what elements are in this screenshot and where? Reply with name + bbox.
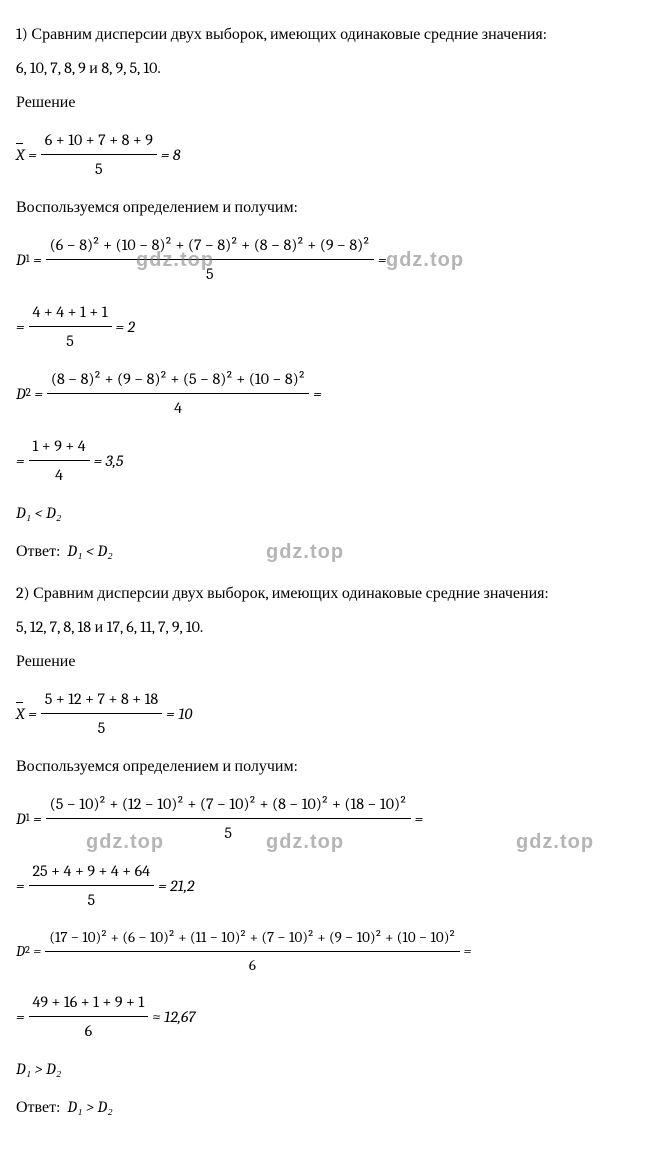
xbar-den: 5 — [91, 155, 107, 181]
d1-num: (5 − 10)² + (12 − 10)² + (7 − 10)² + (8 … — [46, 792, 411, 819]
problem1-d2-formula: D2 = (8 − 8)² + (9 − 8)² + (5 − 8)² + (1… — [16, 367, 634, 420]
problem2-answer: Ответ: D₁ > D₂ — [16, 1095, 634, 1119]
answer-value: D₁ < D₂ — [67, 542, 112, 560]
problem1-answer: Ответ: D₁ < D₂ gdz.top — [16, 539, 634, 563]
d2-num: (8 − 8)² + (9 − 8)² + (5 − 8)² + (10 − 8… — [47, 367, 309, 394]
problem2-samples: 5, 12, 7, 8, 18 и 17, 6, 11, 7, 9, 10. — [16, 615, 634, 639]
d2-simpl-num: 1 + 9 + 4 — [29, 434, 90, 461]
d2-den: 6 — [245, 952, 260, 977]
problem2-d2-formula: D2 = (17 − 10)² + (6 − 10)² + (11 − 10)²… — [16, 926, 634, 976]
d1-num: (6 − 8)² + (10 − 8)² + (7 − 8)² + (8 − 8… — [46, 233, 374, 260]
d2-result: = 3,5 — [94, 449, 124, 473]
problem2-intro: 2) Сравним дисперсии двух выборок, имеющ… — [16, 581, 634, 605]
problem1-samples: 6, 10, 7, 8, 9 и 8, 9, 5, 10. — [16, 56, 634, 80]
problem1-use-def: Воспользуемся определением и получим: — [16, 195, 634, 219]
problem1-intro: 1) Сравним дисперсии двух выборок, имеющ… — [16, 22, 634, 46]
d2-simpl-den: 4 — [51, 461, 67, 487]
problem1-solution-label: Решение — [16, 90, 634, 114]
problem2-xbar-formula: X = 5 + 12 + 7 + 8 + 18 5 = 10 — [16, 687, 634, 740]
problem1-xbar-formula: X = 6 + 10 + 7 + 8 + 9 5 = 8 — [16, 128, 634, 181]
problem2-d1-formula: D1 = (5 − 10)² + (12 − 10)² + (7 − 10)² … — [16, 792, 634, 845]
xbar-den: 5 — [94, 714, 110, 740]
d1-simpl-num: 4 + 4 + 1 + 1 — [29, 300, 112, 327]
d1-simpl-den: 5 — [83, 886, 99, 912]
d1-simpl-den: 5 — [62, 327, 78, 353]
problem1-d2-simplified: = 1 + 9 + 4 4 = 3,5 — [16, 434, 634, 487]
problem2-d2-simplified: = 49 + 16 + 1 + 9 + 1 6 ≈ 12,67 — [16, 990, 634, 1043]
answer-label: Ответ: — [16, 1098, 60, 1116]
d1-result: = 21,2 — [158, 874, 194, 898]
d2-num: (17 − 10)² + (6 − 10)² + (11 − 10)² + (7… — [45, 926, 459, 952]
problem2-solution-label: Решение — [16, 649, 634, 673]
d1-simpl-num: 25 + 4 + 9 + 4 + 64 — [29, 859, 155, 886]
xbar-num: 6 + 10 + 7 + 8 + 9 — [41, 128, 157, 155]
d1-den: 5 — [220, 819, 236, 845]
watermark: gdz.top — [266, 537, 344, 567]
xbar-result: = 10 — [166, 702, 192, 726]
problem2-compare: D₁ > D₂ — [16, 1057, 634, 1081]
answer-label: Ответ: — [16, 542, 60, 560]
d2-den: 4 — [170, 394, 186, 420]
problem2-use-def: Воспользуемся определением и получим: — [16, 754, 634, 778]
d2-result: ≈ 12,67 — [152, 1005, 195, 1029]
d2-simpl-den: 6 — [81, 1017, 97, 1043]
watermark: gdz.top — [386, 245, 464, 275]
problem2-d1-simplified: = 25 + 4 + 9 + 4 + 64 5 = 21,2 gdz.top g… — [16, 859, 634, 912]
xbar-result: = 8 — [161, 143, 181, 167]
xbar-num: 5 + 12 + 7 + 8 + 18 — [41, 687, 162, 714]
d1-den: 5 — [202, 260, 218, 286]
answer-value: D₁ > D₂ — [67, 1098, 112, 1116]
d1-result: = 2 — [116, 315, 135, 339]
problem1-d1-simplified: = 4 + 4 + 1 + 1 5 = 2 — [16, 300, 634, 353]
d2-simpl-num: 49 + 16 + 1 + 9 + 1 — [29, 990, 149, 1017]
problem1-d1-formula: D1 = (6 − 8)² + (10 − 8)² + (7 − 8)² + (… — [16, 233, 634, 286]
problem1-compare: D₁ < D₂ — [16, 501, 634, 525]
